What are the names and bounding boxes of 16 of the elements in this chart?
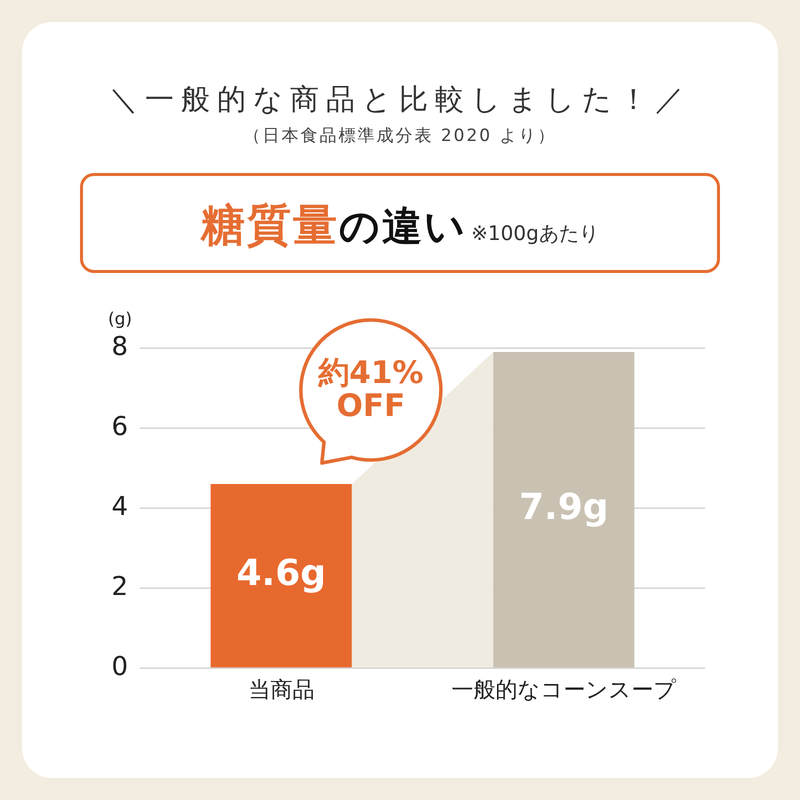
chart-title: ＼一般的な商品と比較しました！／: [108, 81, 692, 118]
y-tick-label: 0: [111, 652, 128, 682]
chart-subtitle: （日本食品標準成分表 2020 より）: [242, 125, 558, 147]
y-tick-label: 6: [111, 412, 128, 442]
y-axis-title: (g): [108, 309, 132, 330]
data-label: 4.6g: [236, 553, 326, 594]
y-tick-label: 8: [111, 332, 128, 362]
y-tick-label: 4: [111, 492, 128, 522]
text: 糖質量: [201, 200, 340, 251]
text: ※100gあたり: [471, 221, 599, 245]
text: の違い: [339, 204, 468, 250]
y-tick-label: 2: [111, 572, 128, 602]
annotation: 約41% OFF: [317, 354, 424, 424]
data-label: 7.9g: [518, 487, 609, 528]
x-tick-label: 一般的なコーンスープ: [451, 678, 676, 703]
x-tick-label: 当商品: [248, 678, 314, 703]
